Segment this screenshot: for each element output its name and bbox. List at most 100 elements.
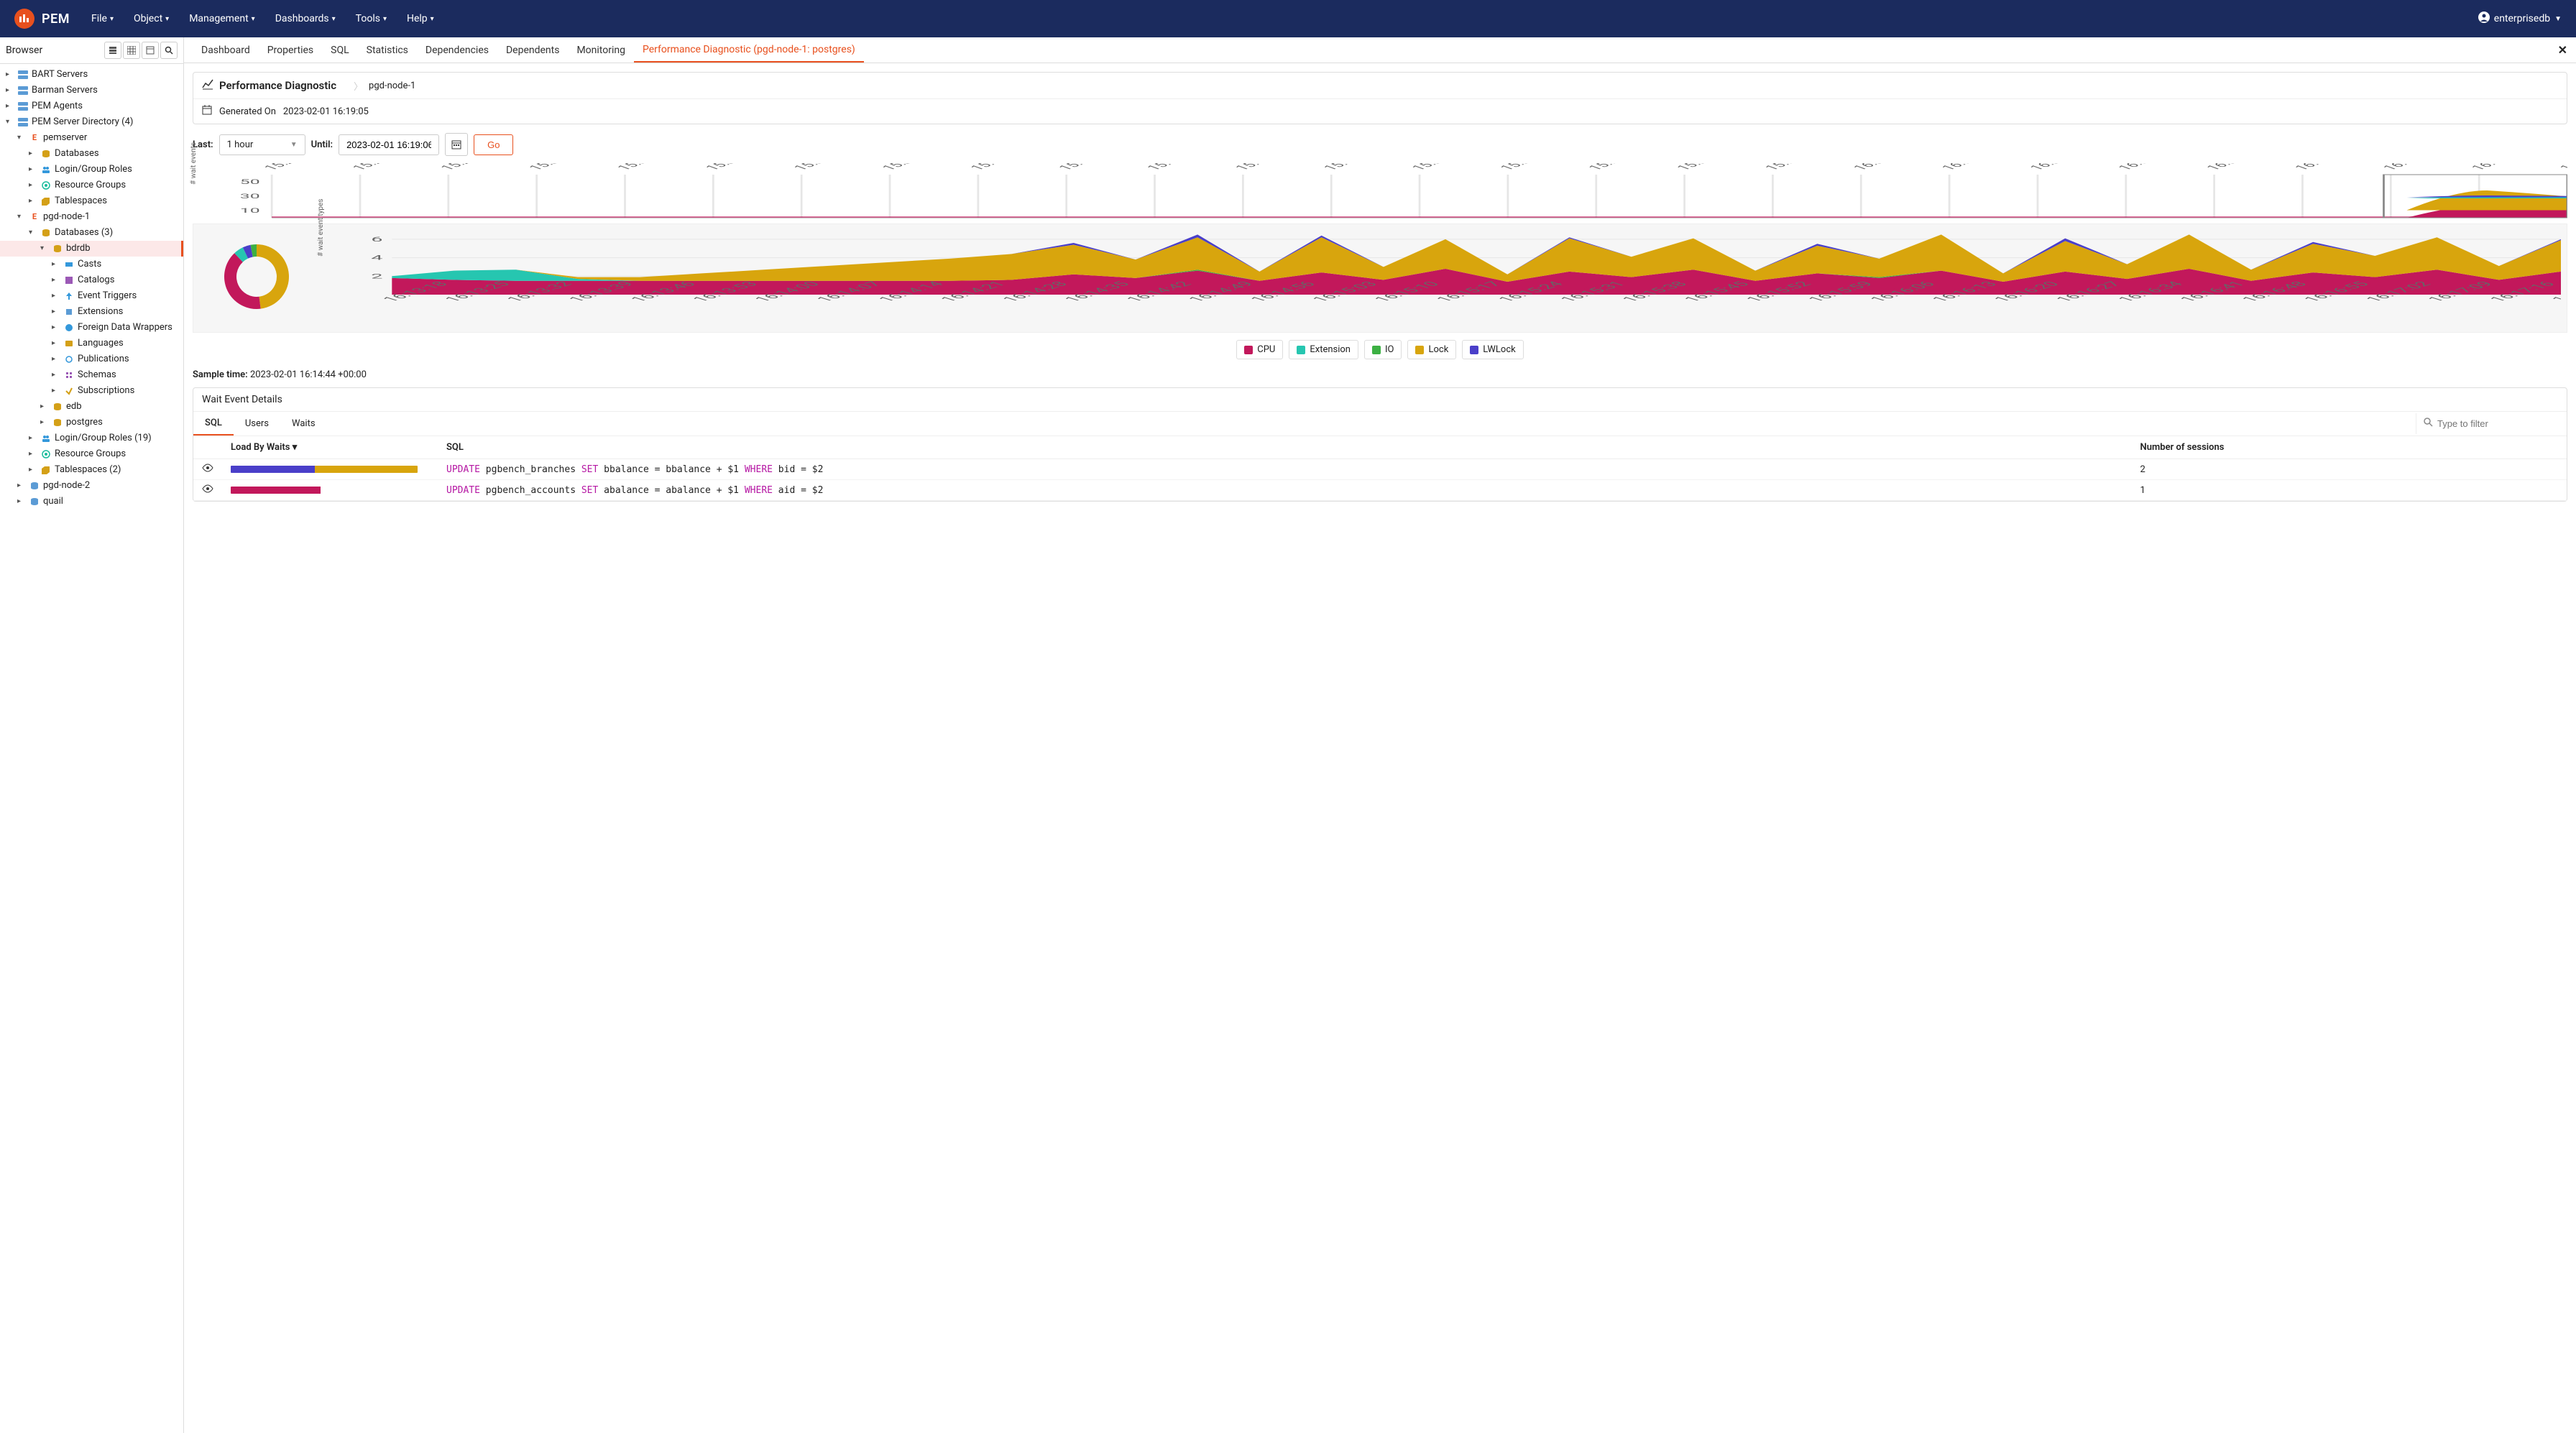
sub-tab-users[interactable]: Users [234,413,280,435]
tree-item[interactable]: ▸Login/Group Roles [0,162,183,178]
go-button[interactable]: Go [474,134,513,155]
tab[interactable]: Monitoring [568,39,634,62]
overview-chart[interactable]: # wait events15:2415:2615:2815:3015:3215… [193,163,2567,221]
tab[interactable]: Properties [259,39,322,62]
tree-item[interactable]: ▸Tablespaces [0,193,183,209]
until-input[interactable] [339,134,439,155]
table-header-load[interactable]: Load By Waits ▾ [222,436,438,459]
tree-item[interactable]: ▸Tablespaces (2) [0,462,183,478]
tree-caret-icon[interactable]: ▸ [52,274,60,287]
tree-caret-icon[interactable]: ▸ [29,432,37,445]
tree-caret-icon[interactable]: ▾ [17,211,26,224]
tree-caret-icon[interactable]: ▸ [6,100,14,113]
tree-caret-icon[interactable]: ▸ [52,337,60,350]
nav-menu-label: Help [407,13,428,24]
tree-caret-icon[interactable]: ▸ [40,416,49,429]
svg-text:2: 2 [371,272,382,280]
nav-menu-file[interactable]: File▾ [91,13,114,24]
tree-caret-icon[interactable]: ▾ [29,226,37,239]
legend-item-lock[interactable]: Lock [1407,340,1456,359]
tree-item[interactable]: ▾Epgd-node-1 [0,209,183,225]
tree-item[interactable]: ▸Publications [0,351,183,367]
tree-caret-icon[interactable]: ▸ [6,68,14,81]
tree-item[interactable]: ▸pgd-node-2 [0,478,183,494]
tree-caret-icon[interactable]: ▸ [29,195,37,208]
tab[interactable]: Statistics [358,39,417,62]
tool-btn-search[interactable] [160,42,178,59]
tree-caret-icon[interactable]: ▸ [52,290,60,303]
tree-caret-icon[interactable]: ▸ [17,495,26,508]
tree-caret-icon[interactable]: ▸ [52,305,60,318]
nav-menu-object[interactable]: Object▾ [134,13,169,24]
tree-caret-icon[interactable]: ▸ [29,147,37,160]
tree-item[interactable]: ▸quail [0,494,183,510]
tree-node-icon [63,275,75,285]
legend-item-io[interactable]: IO [1364,340,1402,359]
tree-item[interactable]: ▸Barman Servers [0,83,183,98]
tool-btn-settings[interactable] [104,42,121,59]
tree-item[interactable]: ▸edb [0,399,183,415]
tree-caret-icon[interactable]: ▸ [52,321,60,334]
tree-item[interactable]: ▾Epemserver [0,130,183,146]
sub-tab-waits[interactable]: Waits [280,413,327,435]
tree-caret-icon[interactable]: ▸ [17,479,26,492]
eye-icon[interactable] [202,464,213,475]
datepicker-button[interactable] [445,133,468,156]
legend-item-extension[interactable]: Extension [1289,340,1358,359]
tree-item[interactable]: ▸Catalogs [0,272,183,288]
tree-item[interactable]: ▸Extensions [0,304,183,320]
detail-chart[interactable]: # wait event types24616:13:1816:13:2516:… [323,230,2561,326]
tree-item[interactable]: ▾bdrdb [0,241,183,257]
tree-caret-icon[interactable]: ▸ [40,400,49,413]
tree-item[interactable]: ▸Event Triggers [0,288,183,304]
nav-menu-dashboards[interactable]: Dashboards▾ [275,13,336,24]
tree-caret-icon[interactable]: ▾ [17,132,26,144]
tree-caret-icon[interactable]: ▾ [40,242,49,255]
tree-item[interactable]: ▸Languages [0,336,183,351]
nav-menu-tools[interactable]: Tools▾ [356,13,387,24]
eye-icon[interactable] [202,484,213,496]
tree-item[interactable]: ▸Resource Groups [0,178,183,193]
tree-caret-icon[interactable]: ▸ [29,179,37,192]
tree-item[interactable]: ▸Foreign Data Wrappers [0,320,183,336]
tab[interactable]: SQL [322,39,357,62]
user-icon [2478,11,2490,26]
tree-caret-icon[interactable]: ▸ [52,384,60,397]
tree-item[interactable]: ▸Databases [0,146,183,162]
donut-chart[interactable] [199,230,314,323]
tree-item[interactable]: ▾PEM Server Directory (4) [0,114,183,130]
tab[interactable]: Performance Diagnostic (pgd-node-1: post… [634,38,864,63]
tree-item[interactable]: ▸Resource Groups [0,446,183,462]
legend-item-lwlock[interactable]: LWLock [1462,340,1523,359]
tree-item[interactable]: ▸Schemas [0,367,183,383]
tree-caret-icon[interactable]: ▸ [29,163,37,176]
tree-caret-icon[interactable]: ▸ [52,258,60,271]
nav-menu-management[interactable]: Management▾ [189,13,255,24]
tool-btn-query[interactable] [142,42,159,59]
tree-caret-icon[interactable]: ▸ [6,84,14,97]
tree-item[interactable]: ▸PEM Agents [0,98,183,114]
tree-item[interactable]: ▸Login/Group Roles (19) [0,430,183,446]
tree-caret-icon[interactable]: ▾ [6,116,14,129]
tool-btn-grid[interactable] [123,42,140,59]
close-icon[interactable]: ✕ [2558,43,2567,57]
nav-menu-help[interactable]: Help▾ [407,13,434,24]
user-menu[interactable]: enterprisedb ▼ [2478,11,2562,26]
tree-item[interactable]: ▸postgres [0,415,183,430]
tree-caret-icon[interactable]: ▸ [52,353,60,366]
tree-caret-icon[interactable]: ▸ [29,464,37,476]
tree-caret-icon[interactable]: ▸ [29,448,37,461]
sub-tab-sql[interactable]: SQL [193,412,234,436]
tab[interactable]: Dependents [497,39,568,62]
legend-item-cpu[interactable]: CPU [1236,340,1283,359]
tab[interactable]: Dashboard [193,39,259,62]
tree-item[interactable]: ▸BART Servers [0,67,183,83]
tree-caret-icon[interactable]: ▸ [52,369,60,382]
tab[interactable]: Dependencies [417,39,497,62]
tree-item[interactable]: ▾Databases (3) [0,225,183,241]
last-select[interactable]: 1 hour ▼ [219,134,305,155]
filter-input[interactable] [2437,418,2559,429]
tree-item[interactable]: ▸Subscriptions [0,383,183,399]
tree-item[interactable]: ▸Casts [0,257,183,272]
brand[interactable]: PEM [14,9,70,29]
